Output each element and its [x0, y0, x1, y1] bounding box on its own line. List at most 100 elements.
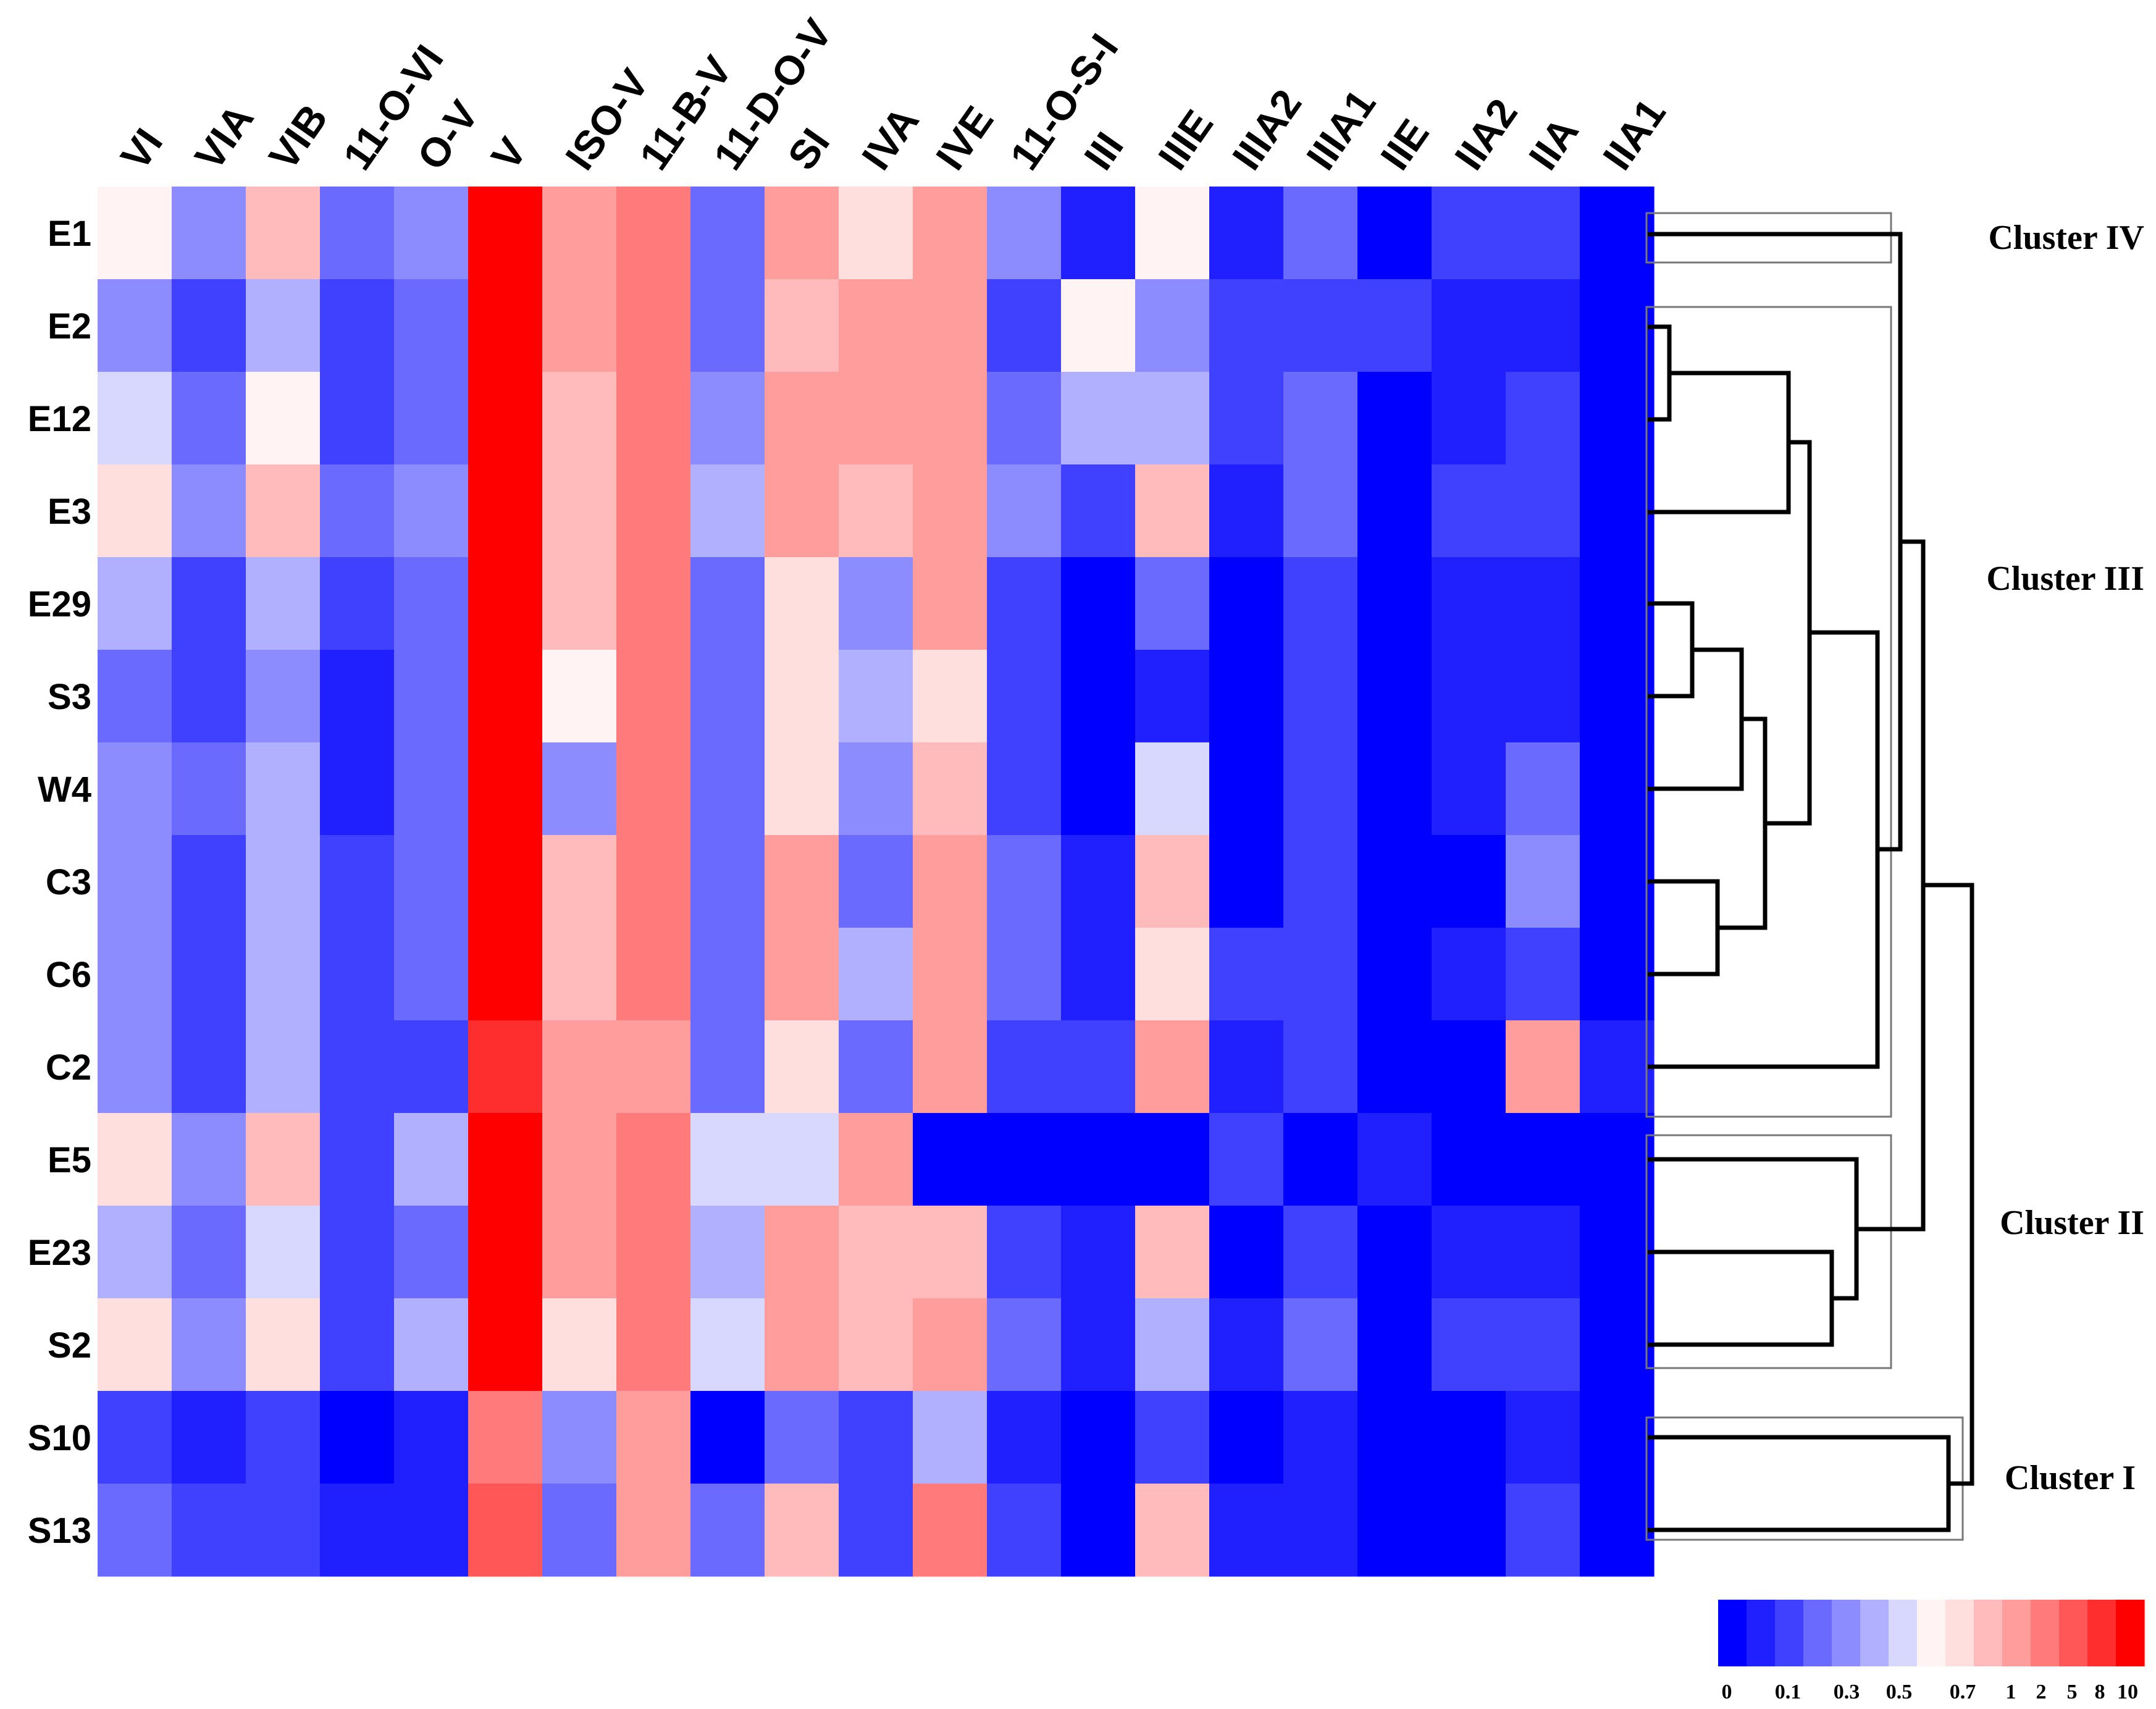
cell-E5-ISO-V: [542, 1113, 617, 1206]
legend-swatch: [2059, 1600, 2088, 1666]
cell-E5-SI: [765, 1113, 839, 1206]
legend-tick-label: 8: [2095, 1681, 2105, 1703]
cell-E29-11-B-V: [616, 557, 691, 650]
cell-E3-V: [468, 464, 543, 558]
cell-E12-IIA2: [1432, 372, 1506, 465]
cell-E2-IVA: [839, 279, 913, 372]
cell-S3-11-B-V: [616, 650, 691, 743]
cell-E23-V: [468, 1206, 543, 1299]
cell-S2-VI: [98, 1298, 172, 1392]
legend-swatch: [2002, 1600, 2031, 1666]
cell-E23-VIB: [246, 1206, 321, 1299]
dendro-link-cluster-ii: [1856, 539, 1926, 1232]
cell-S2-SI: [765, 1298, 839, 1392]
cell-S3-IVA: [839, 650, 913, 743]
cell-E5-IIIE: [1135, 1113, 1210, 1206]
cell-C6-ISO-V: [542, 928, 617, 1021]
cell-C6-IIIA1: [1283, 928, 1358, 1021]
cell-E3-IIA2: [1432, 464, 1506, 558]
cell-S13-SI: [765, 1484, 839, 1577]
cell-E1-SI: [765, 187, 839, 280]
column-label: VIB: [260, 96, 337, 178]
cell-E12-V: [468, 372, 543, 465]
cell-S13-11-O-VI: [320, 1484, 395, 1577]
cell-E29-IIA2: [1432, 557, 1506, 650]
cell-E1-IIIA2: [1209, 187, 1284, 280]
column-label: IIA2: [1446, 90, 1526, 178]
cell-S2-V: [468, 1298, 543, 1392]
cell-C6-IIIA2: [1209, 928, 1284, 1021]
column-label: V: [482, 130, 535, 178]
row-label: E3: [48, 492, 91, 532]
cell-E1-IVE: [913, 187, 988, 280]
cell-C6-IIA2: [1432, 928, 1506, 1021]
cell-E3-11-O-VI: [320, 464, 395, 558]
cell-E29-VIB: [246, 557, 321, 650]
cell-E1-11-D-O-V: [690, 187, 765, 280]
cell-S13-11-B-V: [616, 1484, 691, 1577]
cell-E3-11-D-O-V: [690, 464, 765, 558]
cell-E12-O-V: [394, 372, 469, 465]
cell-E2-VIA: [172, 279, 246, 372]
cell-E29-V: [468, 557, 543, 650]
cell-W4-SI: [765, 742, 839, 836]
cell-E5-11-B-V: [616, 1113, 691, 1206]
cell-E23-IIA1: [1580, 1206, 1655, 1299]
legend-swatch: [1860, 1600, 1889, 1666]
cell-E1-11-O-VI: [320, 187, 395, 280]
cell-E5-IIA1: [1580, 1113, 1655, 1206]
cell-E5-IIA2: [1432, 1113, 1506, 1206]
cell-S3-VIB: [246, 650, 321, 743]
cell-S13-IIA1: [1580, 1484, 1655, 1577]
cell-E23-IIIE: [1135, 1206, 1210, 1299]
cell-E12-VIA: [172, 372, 246, 465]
cell-C3-IIIA1: [1283, 835, 1358, 928]
cell-C3-IVA: [839, 835, 913, 928]
cell-C2-IIIA1: [1283, 1020, 1358, 1114]
cell-C3-IIIE: [1135, 835, 1210, 928]
cell-C2-O-V: [394, 1020, 469, 1114]
cell-S10-11-B-V: [616, 1391, 691, 1484]
cell-S13-VIB: [246, 1484, 321, 1577]
cell-C3-VI: [98, 835, 172, 928]
cell-E29-ISO-V: [542, 557, 617, 650]
cell-E23-IIA2: [1432, 1206, 1506, 1299]
cell-C3-VIA: [172, 835, 246, 928]
cell-S2-ISO-V: [542, 1298, 617, 1392]
cell-S2-IIIA2: [1209, 1298, 1284, 1392]
cell-E3-ISO-V: [542, 464, 617, 558]
cell-S10-V: [468, 1391, 543, 1484]
cell-S10-IIA1: [1580, 1391, 1655, 1484]
cell-S10-IIA2: [1432, 1391, 1506, 1484]
cell-S13-ISO-V: [542, 1484, 617, 1577]
cell-C6-IVE: [913, 928, 988, 1021]
cell-S13-VI: [98, 1484, 172, 1577]
cell-E3-IIIA2: [1209, 464, 1284, 558]
row-label: E1: [48, 214, 91, 254]
cell-S3-11-O-S-I: [987, 650, 1062, 743]
cell-S10-11-O-S-I: [987, 1391, 1062, 1484]
cell-C6-VI: [98, 928, 172, 1021]
cell-E29-11-O-VI: [320, 557, 395, 650]
row-label: S2: [48, 1325, 91, 1366]
cell-S10-11-D-O-V: [690, 1391, 765, 1484]
cell-E3-O-V: [394, 464, 469, 558]
cell-E23-IIA: [1506, 1206, 1580, 1299]
cell-E1-IIE: [1357, 187, 1432, 280]
cell-E12-VIB: [246, 372, 321, 465]
cell-W4-IIA1: [1580, 742, 1655, 836]
cell-E3-III: [1061, 464, 1136, 558]
cell-C6-IIIE: [1135, 928, 1210, 1021]
cell-E12-IIIA2: [1209, 372, 1284, 465]
cell-S10-IIIE: [1135, 1391, 1210, 1484]
row-label: C3: [46, 862, 91, 902]
legend-tick-label: 0: [1722, 1681, 1732, 1703]
cell-E5-IIA: [1506, 1113, 1580, 1206]
legend-swatch: [1889, 1600, 1918, 1666]
cell-E12-IVE: [913, 372, 988, 465]
cell-S13-IIIE: [1135, 1484, 1210, 1577]
cell-E2-ISO-V: [542, 279, 617, 372]
cell-E1-IVA: [839, 187, 913, 280]
cell-E23-IVA: [839, 1206, 913, 1299]
